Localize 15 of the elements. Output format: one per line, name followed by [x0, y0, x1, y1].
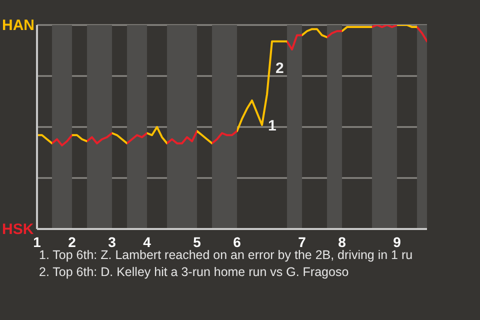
text: 2. Top 6th: D. Kelley hit a 3-run home run vs G. Fragoso [39, 265, 349, 279]
x-tick-label: 4 [143, 234, 152, 250]
text: HAN [2, 17, 34, 34]
x-tick-label: 8 [338, 234, 346, 250]
x-tick-label: 7 [298, 234, 306, 250]
x-tick-label: 2 [68, 234, 76, 250]
x-tick-label: 5 [193, 234, 202, 250]
x-tick-label: 6 [233, 234, 242, 250]
annotation: 2 [276, 60, 284, 78]
text: 1. Top 6th: Z. Lambert reached on an error by the 2B, driving in 1 ru [39, 248, 413, 262]
x-tick-label: 3 [108, 234, 116, 250]
x-tick-label: 9 [393, 234, 402, 250]
x-tick-label: 1 [33, 234, 42, 250]
text: HSK [2, 221, 34, 238]
annotation: 1 [268, 117, 276, 134]
